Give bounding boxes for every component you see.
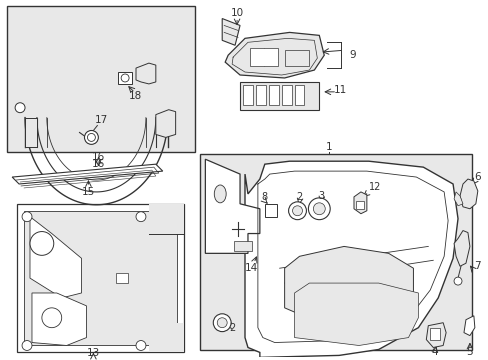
Circle shape bbox=[213, 314, 231, 332]
Polygon shape bbox=[453, 230, 469, 266]
Bar bbox=[284, 50, 309, 66]
Text: 2: 2 bbox=[296, 192, 302, 202]
Text: 16: 16 bbox=[92, 152, 105, 162]
Polygon shape bbox=[205, 159, 259, 253]
Bar bbox=[118, 72, 132, 84]
Bar bbox=[294, 85, 304, 105]
Polygon shape bbox=[463, 316, 474, 336]
Polygon shape bbox=[426, 323, 445, 347]
Text: 8: 8 bbox=[261, 192, 267, 202]
Bar bbox=[429, 328, 439, 339]
Bar bbox=[355, 201, 363, 209]
Polygon shape bbox=[12, 164, 163, 184]
Text: 1: 1 bbox=[325, 142, 332, 152]
Circle shape bbox=[84, 130, 98, 144]
Polygon shape bbox=[244, 161, 457, 357]
Polygon shape bbox=[222, 18, 240, 45]
Bar bbox=[200, 154, 471, 350]
Circle shape bbox=[292, 206, 302, 216]
Polygon shape bbox=[32, 293, 86, 346]
Bar bbox=[243, 85, 252, 105]
Polygon shape bbox=[25, 118, 37, 147]
Circle shape bbox=[87, 134, 95, 141]
Polygon shape bbox=[136, 63, 156, 84]
Circle shape bbox=[136, 341, 145, 350]
Circle shape bbox=[217, 318, 227, 328]
Circle shape bbox=[42, 308, 61, 328]
Text: 2: 2 bbox=[228, 323, 235, 333]
Bar bbox=[116, 273, 128, 283]
Text: 10: 10 bbox=[230, 8, 243, 18]
Bar bbox=[268, 85, 278, 105]
Bar bbox=[249, 48, 277, 66]
Polygon shape bbox=[294, 283, 418, 346]
Bar bbox=[281, 85, 291, 105]
Circle shape bbox=[30, 231, 54, 255]
Circle shape bbox=[288, 202, 306, 220]
Circle shape bbox=[15, 103, 25, 113]
Circle shape bbox=[22, 341, 32, 350]
Text: 6: 6 bbox=[473, 172, 480, 182]
Text: 13: 13 bbox=[86, 348, 100, 359]
Polygon shape bbox=[156, 110, 175, 138]
Text: 12: 12 bbox=[368, 182, 381, 192]
Ellipse shape bbox=[214, 185, 226, 203]
Text: 16: 16 bbox=[92, 159, 105, 169]
Bar bbox=[264, 204, 276, 217]
Circle shape bbox=[453, 277, 461, 285]
Bar bbox=[7, 6, 195, 152]
Circle shape bbox=[136, 212, 145, 222]
Bar bbox=[148, 204, 183, 234]
Text: 18: 18 bbox=[128, 91, 142, 101]
Text: 3: 3 bbox=[318, 191, 324, 201]
Polygon shape bbox=[453, 192, 462, 206]
Bar bbox=[148, 323, 183, 352]
Text: 11: 11 bbox=[333, 85, 346, 95]
Circle shape bbox=[121, 74, 129, 82]
Bar bbox=[17, 204, 183, 352]
Polygon shape bbox=[30, 217, 81, 298]
Text: 15: 15 bbox=[81, 187, 95, 197]
Text: 5: 5 bbox=[466, 347, 472, 357]
Bar bbox=[255, 85, 265, 105]
Polygon shape bbox=[459, 179, 477, 209]
Circle shape bbox=[313, 203, 325, 215]
Circle shape bbox=[22, 212, 32, 222]
Circle shape bbox=[308, 198, 329, 220]
Text: 7: 7 bbox=[473, 261, 480, 271]
Bar bbox=[240, 82, 319, 110]
Bar bbox=[234, 242, 251, 251]
Text: 14: 14 bbox=[245, 263, 258, 273]
Text: 17: 17 bbox=[95, 114, 108, 125]
Polygon shape bbox=[353, 192, 366, 214]
Polygon shape bbox=[284, 246, 412, 323]
Text: 9: 9 bbox=[348, 50, 355, 60]
Bar bbox=[24, 211, 176, 346]
Text: 4: 4 bbox=[431, 347, 438, 357]
Polygon shape bbox=[224, 32, 324, 78]
